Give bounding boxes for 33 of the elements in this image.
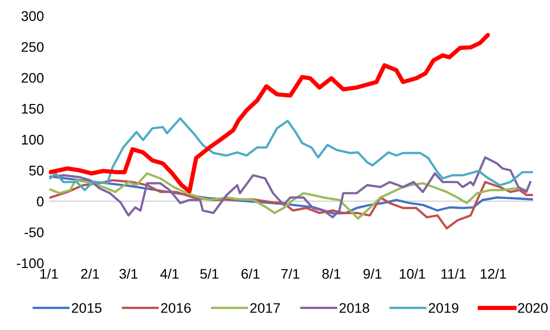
x-tick-label: 4/1: [160, 268, 179, 279]
line-series: [49, 117, 533, 192]
x-tick-label: 9/1: [364, 268, 382, 279]
legend-label: 2015: [72, 303, 102, 313]
x-tick-label: 2/1: [81, 268, 100, 279]
x-tick-label: 1/1: [40, 268, 58, 279]
legend-label: 2018: [340, 303, 370, 313]
x-tick-label: 11/1: [441, 268, 466, 279]
y-tick-label: 0: [36, 196, 44, 206]
x-tick-label: 8/1: [322, 268, 340, 279]
y-tick-label: 50: [29, 166, 44, 176]
line-series: [48, 32, 490, 194]
line-series: [49, 175, 533, 215]
legend-label: 2020: [518, 303, 548, 313]
y-tick-label: -100: [16, 258, 44, 268]
x-tick-label: 10/1: [400, 268, 426, 279]
line-series: [49, 156, 532, 218]
legend-label: 2019: [428, 303, 458, 313]
x-tick-label: 12/1: [480, 268, 506, 279]
x-tick-label: 5/1: [200, 268, 218, 279]
y-tick-label: 100: [22, 134, 44, 145]
x-tick-label: 7/1: [281, 268, 300, 279]
y-tick-label: -50: [24, 227, 44, 238]
y-tick-label: 200: [22, 72, 44, 83]
legend-label: 2016: [161, 303, 191, 313]
y-tick-label: 150: [22, 104, 44, 114]
line-series: [49, 172, 528, 220]
legend-label: 2017: [250, 303, 280, 313]
y-tick-label: 300: [21, 11, 44, 22]
line-series: [49, 179, 533, 230]
x-tick-label: 3/1: [119, 268, 138, 279]
x-tick-label: 6/1: [242, 268, 260, 279]
y-tick-label: 250: [22, 42, 44, 52]
